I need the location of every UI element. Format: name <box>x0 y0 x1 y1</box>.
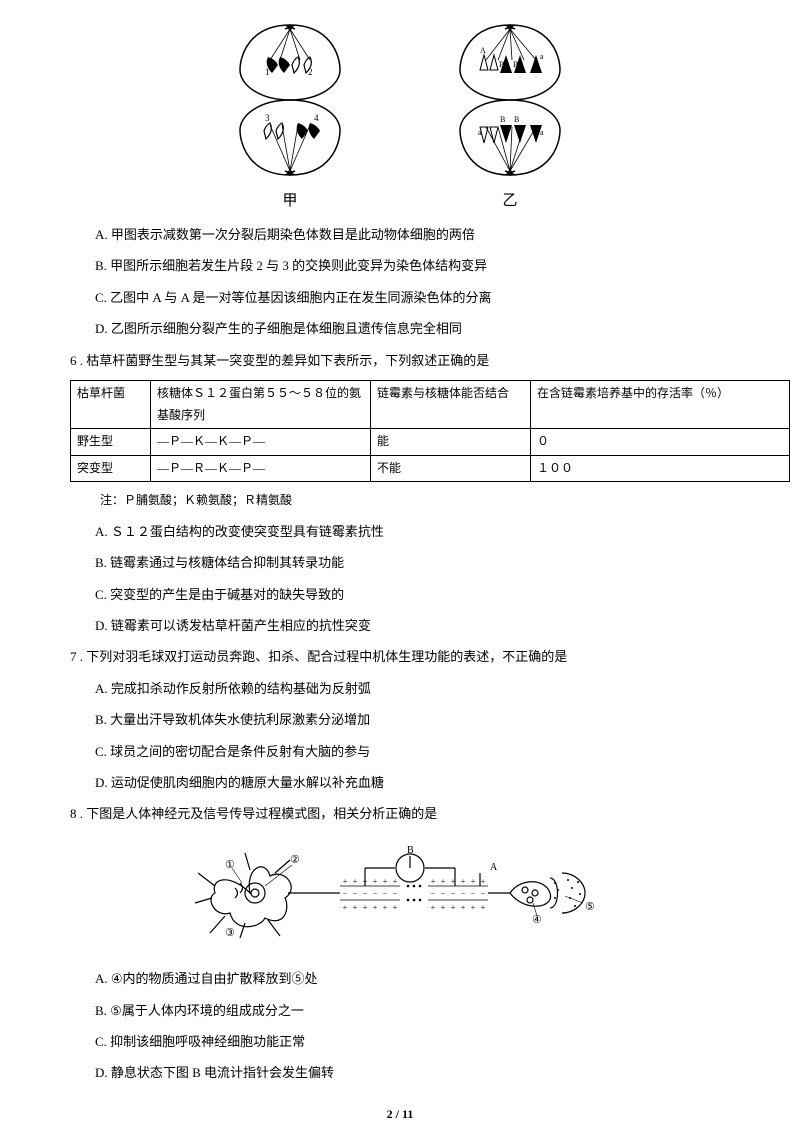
svg-text:A: A <box>480 46 486 55</box>
svg-text:−: − <box>393 889 398 898</box>
table-cell: 核糖体Ｓ１２蛋白第５５～５８位的氨基酸序列 <box>151 380 371 428</box>
svg-text:B: B <box>499 60 504 69</box>
page-number: 2 / 11 <box>0 1104 800 1126</box>
q8-option-d: D. 静息状态下图 B 电流计指针会发生偏转 <box>95 1061 760 1084</box>
table-cell: 不能 <box>371 455 531 482</box>
svg-text:4: 4 <box>314 113 319 123</box>
svg-text:a: a <box>540 52 544 61</box>
svg-text:①: ① <box>225 859 235 871</box>
table-cell: 枯草杆菌 <box>71 380 151 428</box>
cell-diagram-right: A B B a a B B a <box>440 15 580 185</box>
svg-text:−: − <box>451 889 456 898</box>
table-cell: 野生型 <box>71 429 151 456</box>
q5-option-d: D. 乙图所示细胞分裂产生的子细胞是体细胞且遗传信息完全相同 <box>95 317 760 340</box>
svg-text:a: a <box>478 128 482 137</box>
table-cell: ０ <box>531 429 790 456</box>
svg-text:+: + <box>343 903 348 912</box>
svg-text:+: + <box>461 877 466 886</box>
svg-text:−: − <box>481 889 486 898</box>
svg-text:+: + <box>353 877 358 886</box>
table-cell: 链霉素与核糖体能否结合 <box>371 380 531 428</box>
svg-text:+: + <box>431 903 436 912</box>
svg-text:⑤: ⑤ <box>585 901 595 913</box>
cell-diagram-left: 1 2 3 4 <box>220 15 360 185</box>
svg-text:+: + <box>441 877 446 886</box>
svg-text:B: B <box>407 845 414 856</box>
svg-text:③: ③ <box>225 927 235 939</box>
q8-option-a: A. ④内的物质通过自由扩散释放到⑤处 <box>95 967 760 990</box>
svg-text:−: − <box>363 889 368 898</box>
svg-text:+: + <box>441 903 446 912</box>
svg-text:3: 3 <box>265 113 270 123</box>
q6-option-c: C. 突变型的产生是由于碱基对的缺失导致的 <box>95 583 760 606</box>
svg-text:+: + <box>471 877 476 886</box>
q7-option-a: A. 完成扣杀动作反射所依赖的结构基础为反射弧 <box>95 677 760 700</box>
table-cell: 在含链霉素培养基中的存活率（％） <box>531 380 790 428</box>
svg-text:+: + <box>451 903 456 912</box>
q5-option-a: A. 甲图表示减数第一次分裂后期染色体数目是此动物体细胞的两倍 <box>95 223 760 246</box>
q6-option-b: B. 链霉素通过与核糖体结合抑制其转录功能 <box>95 551 760 574</box>
svg-text:−: − <box>471 889 476 898</box>
svg-text:−: − <box>383 889 388 898</box>
svg-text:+: + <box>363 903 368 912</box>
svg-text:+: + <box>393 903 398 912</box>
diagram-left-label: 甲 <box>282 188 297 215</box>
svg-text:1: 1 <box>265 67 270 77</box>
svg-text:+: + <box>373 903 378 912</box>
table-cell: —Ｐ—Ｒ—Ｋ—Ｐ— <box>151 455 371 482</box>
svg-text:+: + <box>393 877 398 886</box>
svg-text:−: − <box>343 889 348 898</box>
svg-text:+: + <box>383 903 388 912</box>
svg-text:B: B <box>513 60 518 69</box>
table-row: 突变型 —Ｐ—Ｒ—Ｋ—Ｐ— 不能 １００ <box>71 455 790 482</box>
cell-diagrams: 1 2 3 4 甲 <box>40 15 760 215</box>
q8-stem: 8 . 下图是人体神经元及信号传导过程模式图，相关分析正确的是 <box>70 802 760 825</box>
q7-option-d: D. 运动促使肌肉细胞内的糖原大量水解以补充血糖 <box>95 771 760 794</box>
q7-stem: 7 . 下列对羽毛球双打运动员奔跑、扣杀、配合过程中机体生理功能的表述，不正确的… <box>70 645 760 668</box>
svg-text:+: + <box>373 877 378 886</box>
q6-option-a: A. Ｓ１２蛋白结构的改变使突变型具有链霉素抗性 <box>95 520 760 543</box>
svg-text:−: − <box>373 889 378 898</box>
svg-text:B: B <box>514 115 519 124</box>
q8-option-c: C. 抑制该细胞呼吸神经细胞功能正常 <box>95 1030 760 1053</box>
svg-text:2: 2 <box>308 67 313 77</box>
diagram-right-label: 乙 <box>502 188 517 215</box>
q5-option-c: C. 乙图中 A 与 A 是一对等位基因该细胞内正在发生同源染色体的分离 <box>95 286 760 309</box>
q6-stem: 6 . 枯草杆菌野生型与其某一突变型的差异如下表所示，下列叙述正确的是 <box>70 349 760 372</box>
svg-text:+: + <box>461 903 466 912</box>
svg-text:②: ② <box>290 854 300 866</box>
table-cell: 能 <box>371 429 531 456</box>
q7-option-b: B. 大量出汗导致机体失水使抗利尿激素分泌增加 <box>95 708 760 731</box>
svg-text:+: + <box>451 877 456 886</box>
neuron-figure: ++++++ −−−−−− ++++++ ++++++ −−−−−− +++++… <box>40 838 760 955</box>
svg-text:+: + <box>383 877 388 886</box>
table-row: 野生型 —Ｐ—Ｋ—Ｋ—Ｐ— 能 ０ <box>71 429 790 456</box>
q7-option-c: C. 球员之间的密切配合是条件反射有大脑的参与 <box>95 740 760 763</box>
svg-text:−: − <box>441 889 446 898</box>
svg-text:−: − <box>461 889 466 898</box>
svg-text:A: A <box>490 862 498 873</box>
table-cell: １００ <box>531 455 790 482</box>
svg-text:a: a <box>540 128 544 137</box>
svg-text:+: + <box>481 877 486 886</box>
table-row: 枯草杆菌 核糖体Ｓ１２蛋白第５５～５８位的氨基酸序列 链霉素与核糖体能否结合 在… <box>71 380 790 428</box>
svg-text:B: B <box>500 115 505 124</box>
table-cell: —Ｐ—Ｋ—Ｋ—Ｐ— <box>151 429 371 456</box>
table-cell: 突变型 <box>71 455 151 482</box>
svg-text:+: + <box>481 903 486 912</box>
svg-text:+: + <box>471 903 476 912</box>
svg-text:+: + <box>363 877 368 886</box>
q6-option-d: D. 链霉素可以诱发枯草杆菌产生相应的抗性突变 <box>95 614 760 637</box>
svg-text:+: + <box>353 903 358 912</box>
q6-note: 注：Ｐ脯氨酸；Ｋ赖氨酸；Ｒ精氨酸 <box>100 490 760 512</box>
diagram-left-wrap: 1 2 3 4 甲 <box>220 15 360 215</box>
svg-text:−: − <box>431 889 436 898</box>
svg-text:−: − <box>353 889 358 898</box>
diagram-right-wrap: A B B a a B B a 乙 <box>440 15 580 215</box>
svg-text:+: + <box>431 877 436 886</box>
q5-option-b: B. 甲图所示细胞若发生片段 2 与 3 的交换则此变异为染色体结构变异 <box>95 254 760 277</box>
q8-option-b: B. ⑤属于人体内环境的组成成分之一 <box>95 999 760 1022</box>
svg-text:+: + <box>343 877 348 886</box>
q6-table: 枯草杆菌 核糖体Ｓ１２蛋白第５５～５８位的氨基酸序列 链霉素与核糖体能否结合 在… <box>70 380 790 482</box>
